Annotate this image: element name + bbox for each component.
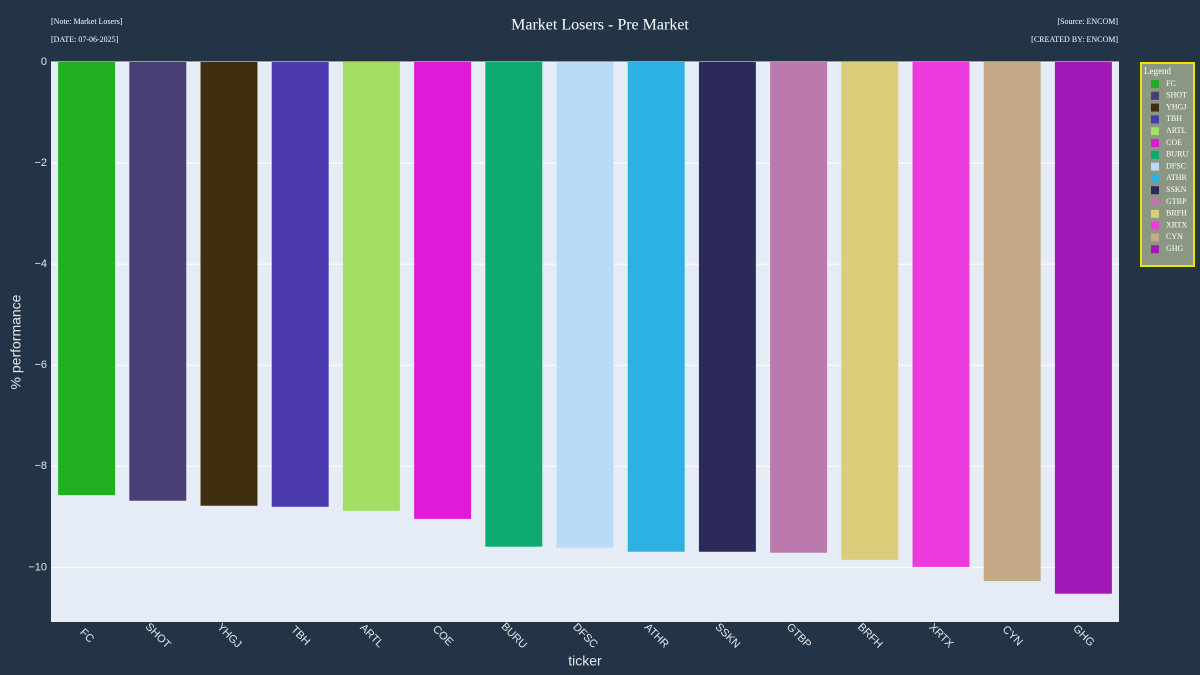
- legend-label[interactable]: SHOT: [1166, 91, 1187, 100]
- x-tick-label: ARTL: [357, 622, 385, 650]
- note: [Note: Market Losers]: [51, 17, 123, 26]
- y-tick-label: −6: [34, 359, 47, 371]
- source: [Source: ENCOM]: [1057, 17, 1118, 26]
- legend-label[interactable]: BURU: [1166, 150, 1188, 159]
- y-axis-title: % performance: [8, 294, 24, 389]
- legend-swatch[interactable]: [1151, 221, 1159, 230]
- y-tick-label: −2: [34, 157, 47, 169]
- legend-swatch[interactable]: [1151, 103, 1159, 112]
- y-tick-label: 0: [41, 56, 47, 68]
- legend-swatch[interactable]: [1151, 115, 1159, 124]
- legend-label[interactable]: DFSC: [1166, 161, 1186, 170]
- x-tick-label: CYN: [1000, 623, 1025, 648]
- chart-title: Market Losers - Pre Market: [511, 17, 689, 34]
- legend-label[interactable]: GHG: [1166, 244, 1184, 253]
- legend-label[interactable]: YHGJ: [1166, 102, 1186, 111]
- legend-swatch[interactable]: [1151, 150, 1159, 159]
- x-tick-label: XRTX: [927, 621, 957, 651]
- bar: [912, 62, 970, 567]
- bar: [627, 62, 685, 552]
- legend-label[interactable]: ARTL: [1166, 126, 1187, 135]
- legend-swatch[interactable]: [1151, 198, 1159, 206]
- legend-label[interactable]: GTBP: [1166, 197, 1187, 206]
- bar: [342, 62, 400, 511]
- legend-swatch[interactable]: [1151, 162, 1159, 171]
- bar: [414, 62, 472, 519]
- bar: [983, 62, 1041, 582]
- legend-box: [1140, 62, 1195, 267]
- bar: [1054, 62, 1112, 594]
- date: [DATE: 07-06-2025]: [51, 35, 119, 44]
- legend-swatch[interactable]: [1151, 139, 1159, 147]
- y-tick-label: −4: [34, 258, 47, 270]
- x-tick-label: BURU: [499, 621, 530, 652]
- created-by: [CREATED BY: ENCOM]: [1031, 35, 1118, 44]
- x-tick-label: DFSC: [570, 621, 600, 651]
- bar: [556, 62, 614, 548]
- legend-swatch[interactable]: [1151, 127, 1159, 136]
- bar: [271, 62, 329, 507]
- bar: [58, 62, 116, 496]
- x-tick-label: TBH: [288, 624, 312, 648]
- legend-swatch[interactable]: [1151, 233, 1159, 242]
- legend-label[interactable]: ATHR: [1166, 173, 1188, 182]
- legend-label[interactable]: SSKN: [1166, 185, 1187, 194]
- legend-label[interactable]: COE: [1166, 138, 1182, 147]
- x-tick-label: GTBP: [784, 621, 814, 651]
- x-tick-label: BRFH: [855, 621, 885, 651]
- x-tick-label: YHGJ: [214, 621, 243, 650]
- bar: [770, 62, 828, 553]
- x-tick-label: SSKN: [713, 621, 743, 651]
- legend-label[interactable]: TBH: [1166, 114, 1182, 123]
- x-tick-label: ATHR: [642, 621, 671, 650]
- y-tick-label: −8: [34, 460, 47, 472]
- legend-swatch[interactable]: [1151, 209, 1159, 218]
- x-tick-label: GHG: [1070, 623, 1096, 649]
- x-tick-label: FC: [77, 627, 96, 646]
- legend-label[interactable]: CYN: [1166, 232, 1183, 241]
- legend-title: Legend: [1144, 66, 1171, 76]
- bar: [698, 62, 756, 552]
- x-tick-label: COE: [430, 623, 455, 648]
- y-tick-label: −10: [28, 561, 47, 573]
- legend-label[interactable]: FC: [1166, 79, 1176, 88]
- legend-swatch[interactable]: [1151, 80, 1159, 88]
- bar: [485, 62, 543, 547]
- x-axis-title: ticker: [568, 653, 602, 669]
- legend-label[interactable]: XRTX: [1166, 220, 1188, 229]
- bar: [129, 62, 187, 501]
- bar: [841, 62, 899, 560]
- legend-swatch[interactable]: [1151, 174, 1159, 183]
- legend-swatch[interactable]: [1151, 186, 1159, 195]
- x-tick-label: SHOT: [143, 621, 173, 651]
- legend-swatch[interactable]: [1151, 91, 1159, 100]
- bar: [200, 62, 258, 506]
- legend-swatch[interactable]: [1151, 245, 1159, 254]
- legend-label[interactable]: BRFH: [1166, 209, 1187, 218]
